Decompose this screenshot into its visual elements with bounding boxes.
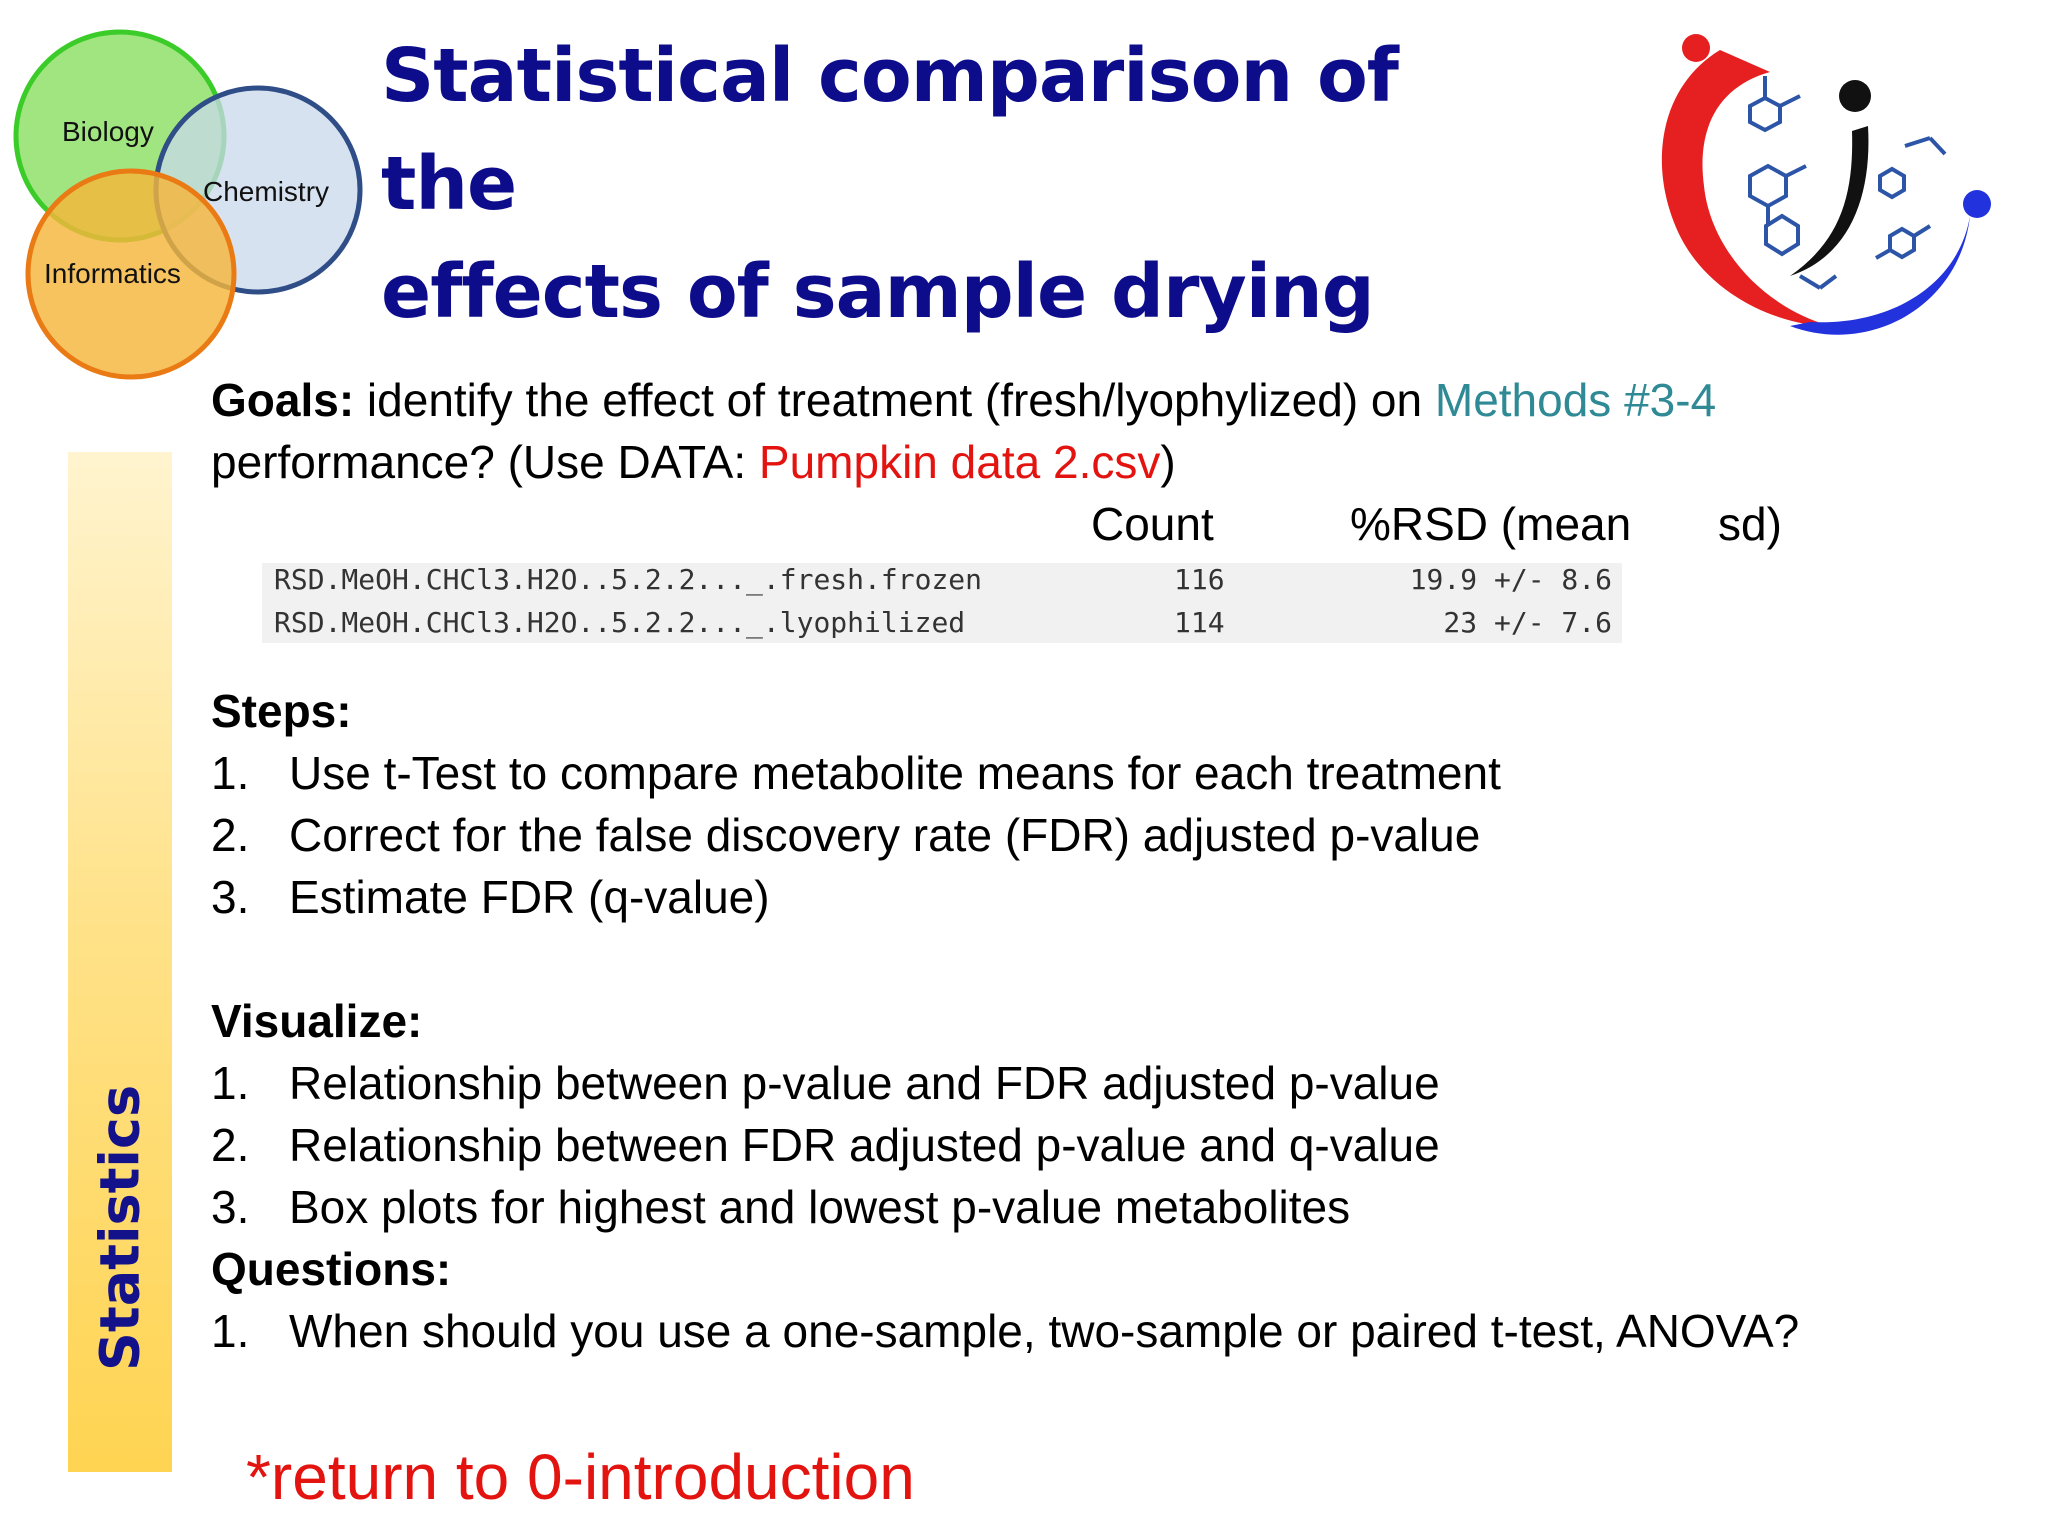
goals-text-1: identify the effect of treatment (fresh/… — [354, 374, 1435, 426]
row-count: 116 — [1174, 563, 1225, 596]
venn-label-informatics: Informatics — [44, 258, 181, 289]
goals-methods: Methods #3-4 — [1434, 374, 1717, 426]
row-name: RSD.MeOH.CHCl3.H2O..5.2.2..._.fresh.froz… — [274, 563, 983, 596]
page-title: Statistical comparison of the effects of… — [381, 22, 1481, 346]
goals-line-2: performance? (Use DATA: Pumpkin data 2.c… — [211, 431, 1176, 493]
venn-diagram: Biology Chemistry Informatics — [0, 0, 380, 395]
sidebar-statistics: Statistics — [68, 452, 172, 1472]
header-count: Count — [1091, 498, 1214, 550]
header-sd: sd) — [1718, 498, 1782, 550]
questions-heading: Questions: — [211, 1243, 452, 1295]
row-rsd: 19.9 +/- 8.6 — [1409, 563, 1612, 596]
row-name: RSD.MeOH.CHCl3.H2O..5.2.2..._.lyophilize… — [274, 606, 966, 639]
goals-label: Goals: — [211, 374, 355, 426]
goals-text-3: ) — [1160, 436, 1176, 488]
goals-text-2: performance? (Use DATA: — [211, 436, 759, 488]
title-line-2: effects of sample drying — [381, 249, 1375, 335]
sidebar-label: Statistics — [88, 1084, 152, 1371]
goals-line-1: Goals: identify the effect of treatment … — [211, 369, 1716, 431]
row-rsd: 23 +/- 7.6 — [1443, 606, 1612, 639]
venn-label-chemistry: Chemistry — [203, 176, 330, 207]
results-table: RSD.MeOH.CHCl3.H2O..5.2.2..._.fresh.froz… — [262, 563, 1622, 643]
row-count: 114 — [1174, 606, 1225, 639]
molecule-logo-icon — [1661, 34, 1991, 335]
header-rsd: %RSD (mean — [1350, 498, 1632, 550]
title-line-1: Statistical comparison of the — [381, 33, 1399, 227]
informatics-circle — [25, 168, 237, 380]
venn-label-biology: Biology — [62, 116, 154, 147]
return-link[interactable]: *return to 0-introduction — [246, 1441, 915, 1513]
venn-circles — [13, 29, 363, 380]
visualize-heading: Visualize: — [211, 995, 423, 1047]
data-file-name: Pumpkin data 2.csv — [758, 436, 1161, 488]
steps-heading: Steps: — [211, 685, 352, 737]
logo — [1640, 26, 2010, 366]
